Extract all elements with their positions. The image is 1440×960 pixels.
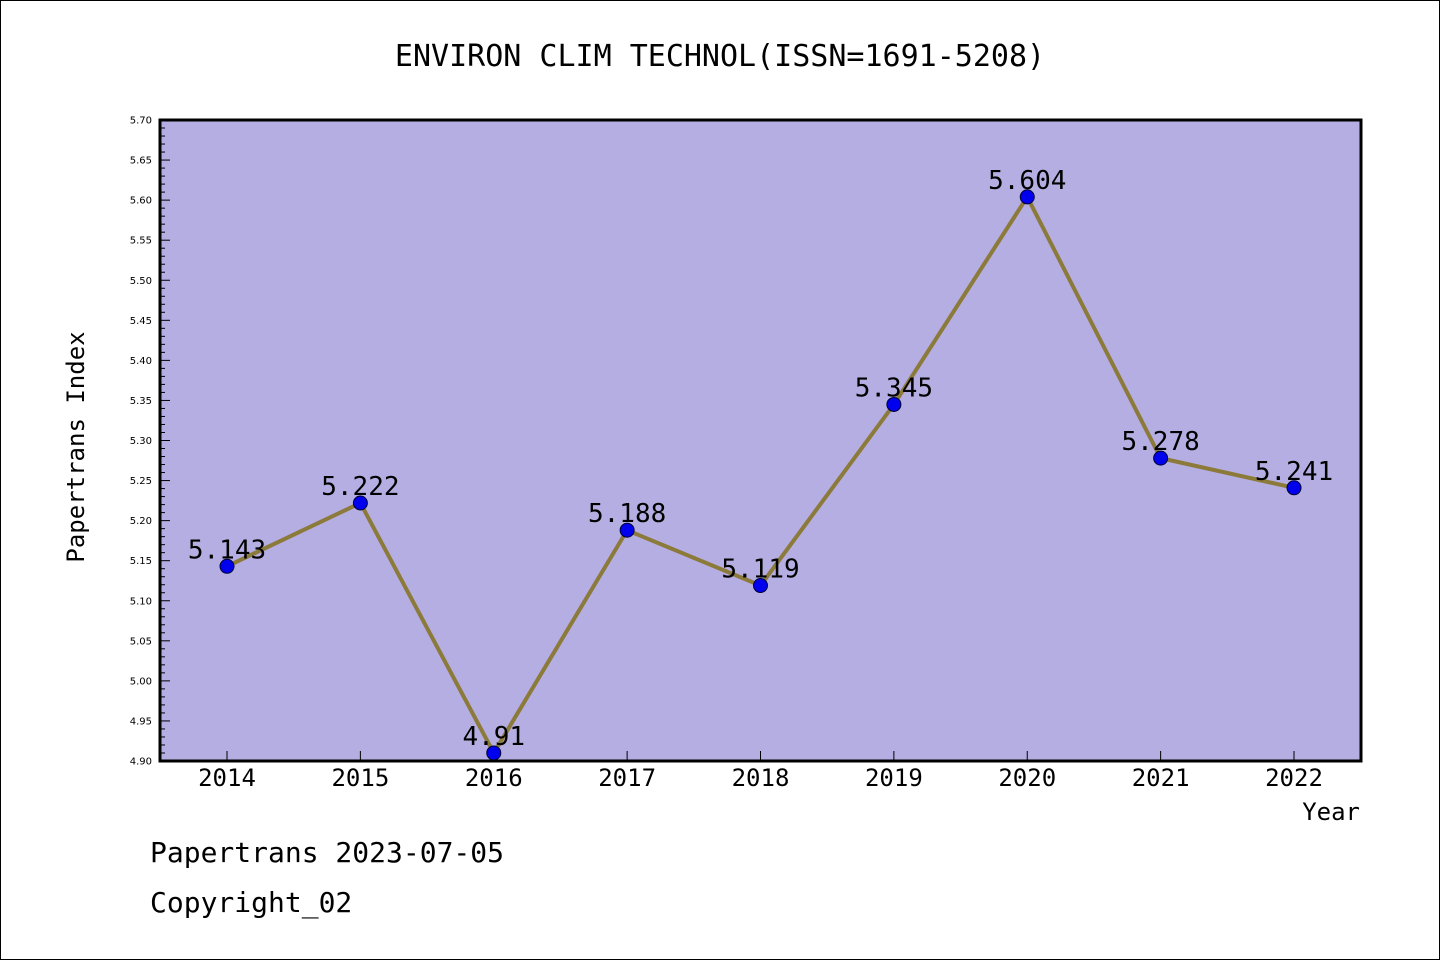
y-tick-label: 5.60 bbox=[130, 196, 152, 207]
plot-border bbox=[158, 118, 1363, 763]
y-tick-label: 4.95 bbox=[130, 716, 152, 727]
x-axis-ticks: 2014 2015 2016 2017 2018 2019 2020 2021 2022 bbox=[198, 751, 1323, 792]
y-tick-label: 5.05 bbox=[130, 636, 152, 647]
data-point-marker bbox=[886, 396, 902, 412]
y-tick-label: 5.10 bbox=[130, 596, 152, 607]
data-label: 4.91 bbox=[462, 722, 525, 752]
data-point-marker bbox=[1286, 480, 1302, 496]
data-point-marker bbox=[753, 578, 768, 594]
y-tick-label: 5.35 bbox=[130, 396, 152, 407]
y-tick-label: 5.45 bbox=[130, 316, 152, 327]
data-labels: 5.143 5.222 4.91 5.188 5.119 5.345 5.604 5.278 5… bbox=[188, 166, 1333, 752]
data-point-marker bbox=[619, 522, 635, 538]
y-tick-label: 5.55 bbox=[130, 236, 152, 247]
x-tick-label: 2015 bbox=[331, 764, 389, 792]
y-tick-label: 4.90 bbox=[130, 757, 152, 768]
y-tick-label: 5.20 bbox=[130, 516, 152, 527]
data-label: 5.278 bbox=[1121, 427, 1199, 457]
x-tick-label: 2021 bbox=[1132, 764, 1190, 792]
x-axis-label: Year bbox=[1302, 798, 1360, 826]
data-label: 5.119 bbox=[721, 555, 799, 585]
y-tick-label: 5.40 bbox=[130, 356, 152, 367]
data-point-marker bbox=[1019, 189, 1035, 205]
plot-area bbox=[160, 120, 1361, 761]
x-tick-label: 2019 bbox=[865, 764, 923, 792]
y-tick-label: 5.50 bbox=[130, 276, 152, 287]
x-tick-label: 2018 bbox=[732, 764, 790, 792]
y-axis-label: Papertrans Index bbox=[62, 331, 90, 562]
data-label: 5.143 bbox=[188, 535, 266, 565]
y-tick-label: 5.65 bbox=[130, 156, 152, 167]
footer-copyright-line: Copyright_02 bbox=[150, 886, 353, 919]
x-tick-label: 2014 bbox=[198, 764, 256, 792]
data-label: 5.604 bbox=[988, 166, 1066, 196]
data-label: 5.222 bbox=[321, 472, 399, 502]
data-label: 5.345 bbox=[855, 373, 933, 403]
x-tick-label: 2016 bbox=[465, 764, 523, 792]
x-tick-label: 2022 bbox=[1265, 764, 1323, 792]
chart-title: ENVIRON CLIM TECHNOL(ISSN=1691-5208) bbox=[395, 39, 1045, 74]
y-tick-label: 5.30 bbox=[130, 436, 152, 447]
x-tick-label: 2020 bbox=[998, 764, 1056, 792]
x-tick-label: 2017 bbox=[598, 764, 656, 792]
data-point-marker bbox=[1153, 450, 1169, 466]
y-tick-label: 5.00 bbox=[130, 676, 152, 687]
data-point-marker bbox=[219, 558, 235, 574]
footer-date-line: Papertrans 2023-07-05 bbox=[150, 836, 505, 869]
data-markers bbox=[219, 189, 1302, 761]
y-tick-label: 5.25 bbox=[130, 476, 152, 487]
data-point-marker bbox=[352, 495, 368, 511]
y-tick-label: 5.70 bbox=[130, 116, 152, 127]
data-label: 5.188 bbox=[588, 499, 666, 529]
y-tick-label: 5.15 bbox=[130, 556, 152, 567]
data-label: 5.241 bbox=[1255, 457, 1333, 487]
